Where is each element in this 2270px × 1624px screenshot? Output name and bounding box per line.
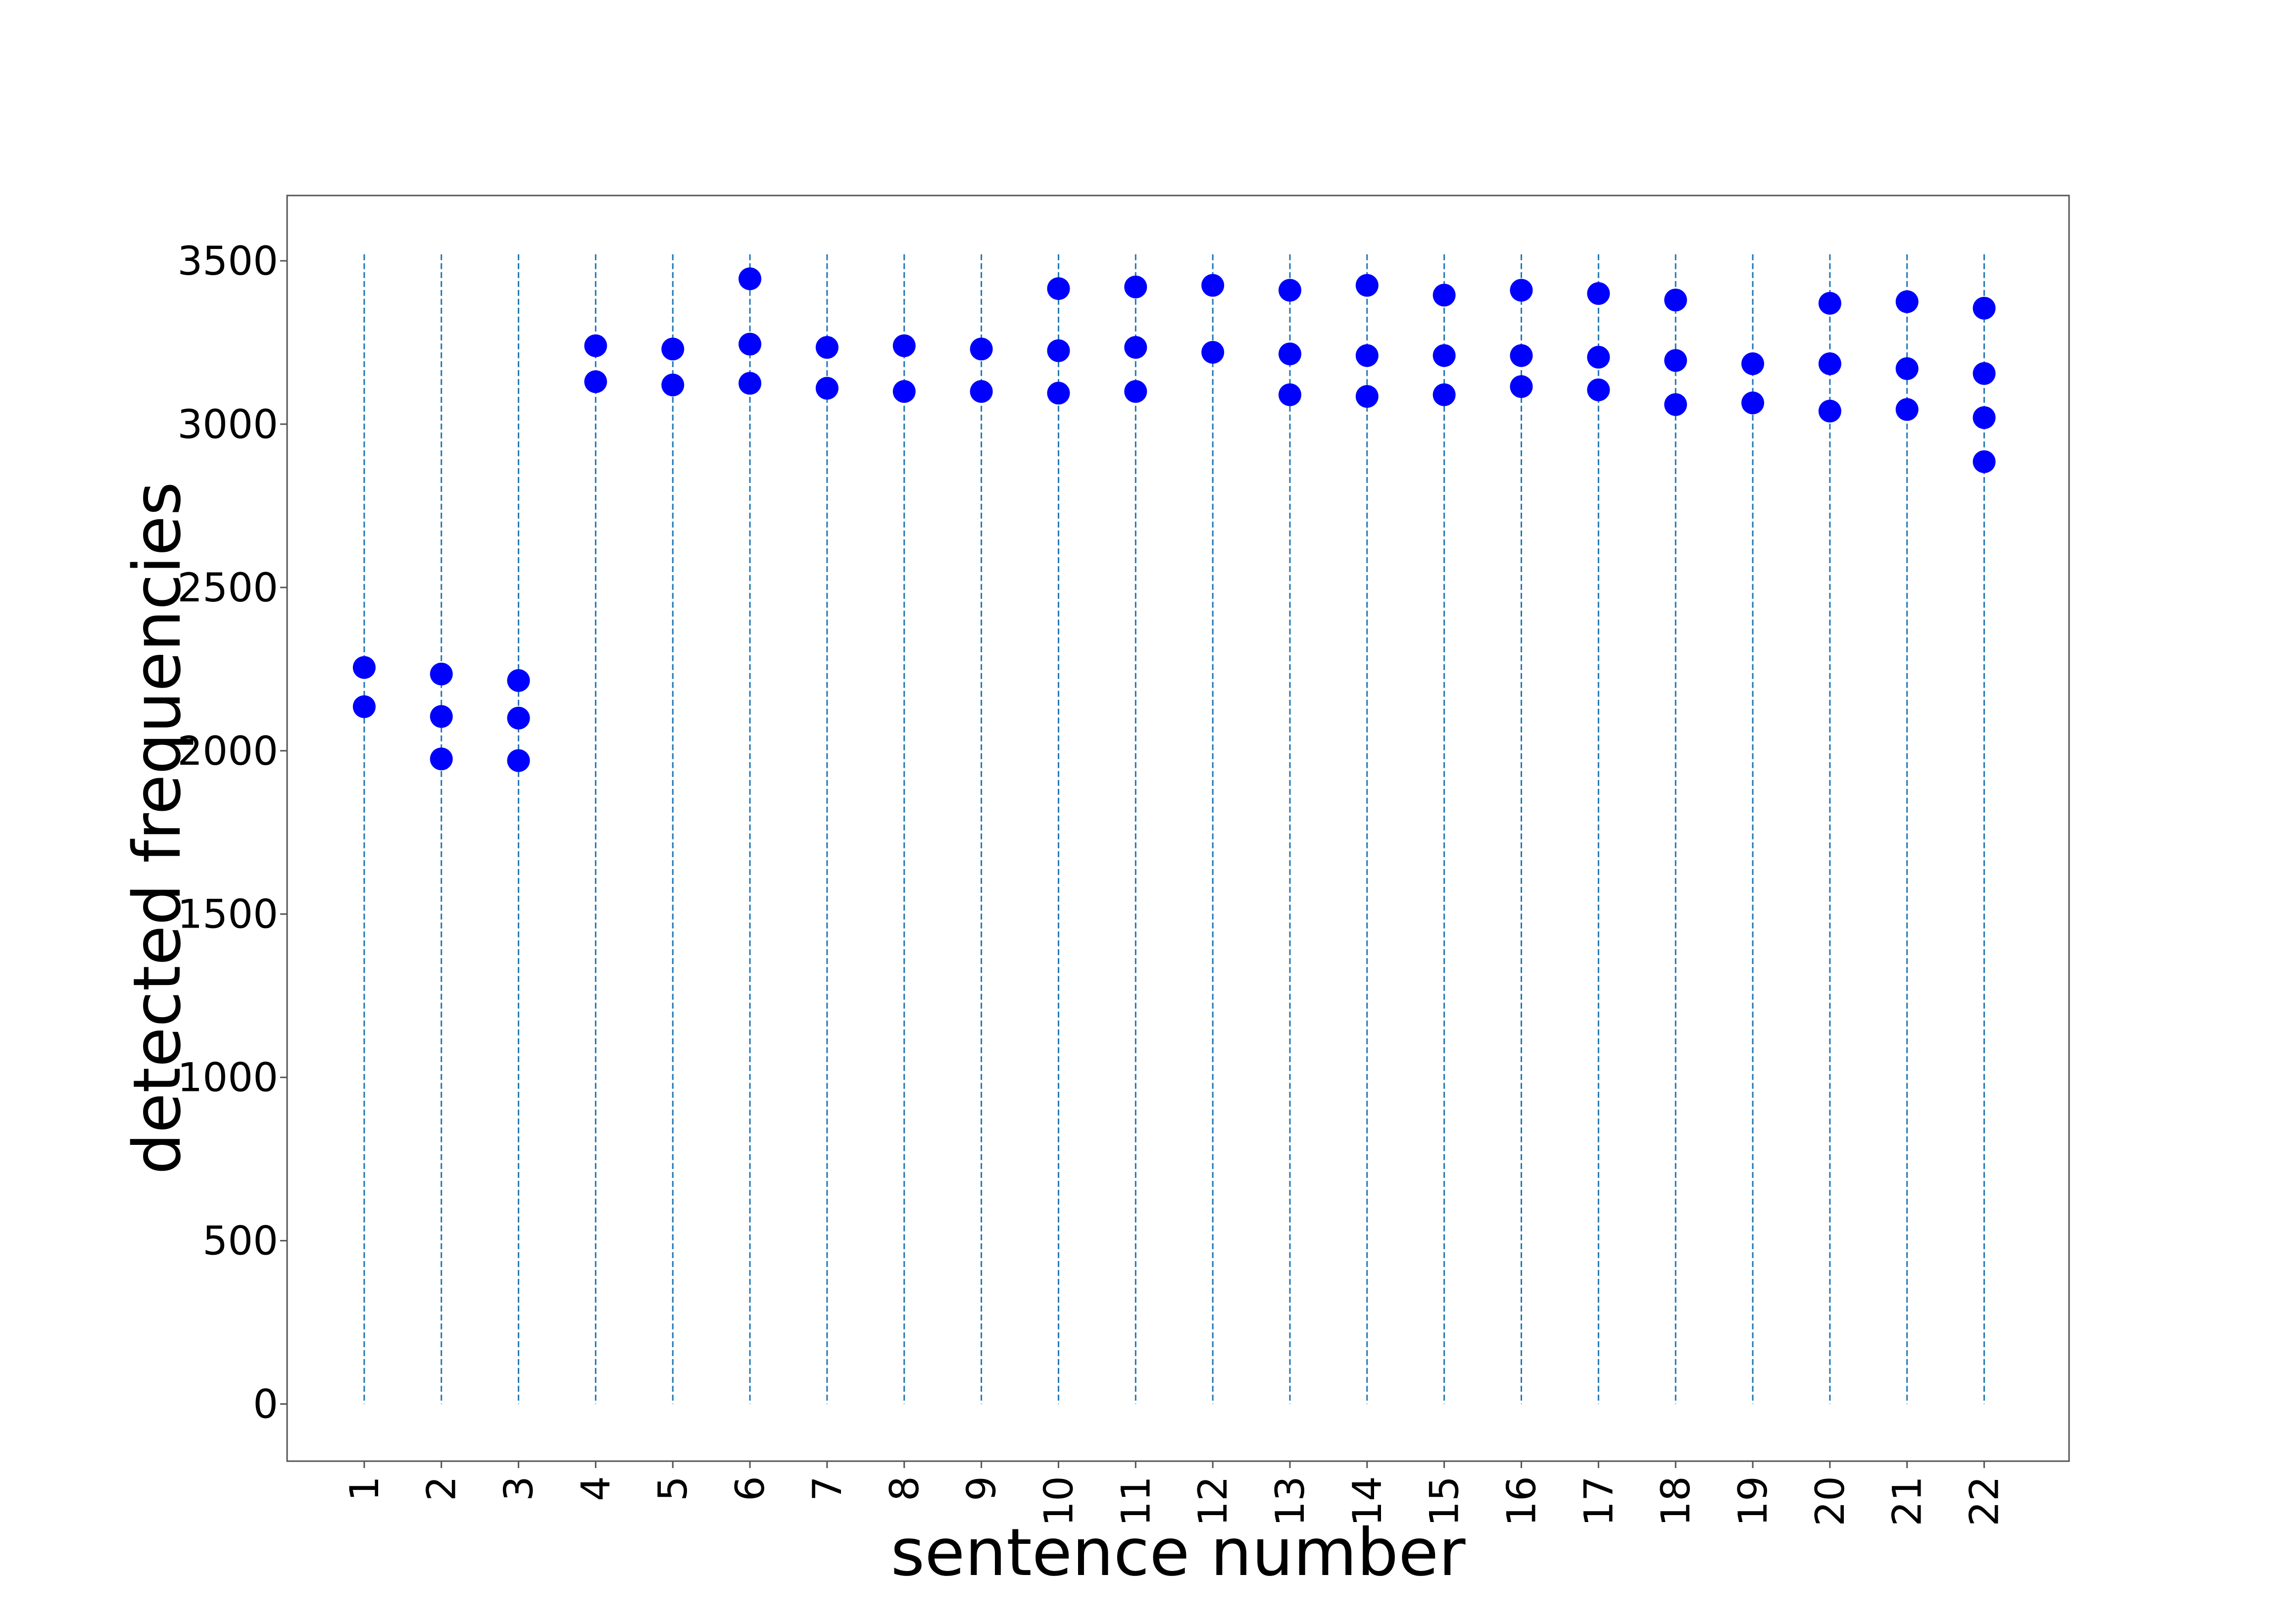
y-tick-label: 1500 [177, 891, 278, 937]
y-tick-label: 2500 [177, 565, 278, 611]
data-point [584, 370, 607, 394]
data-point [1818, 292, 1841, 315]
data-point [584, 334, 607, 357]
data-point [1664, 289, 1687, 312]
data-point [1355, 344, 1379, 367]
data-point [661, 373, 685, 396]
data-point [892, 334, 916, 357]
data-point [1973, 406, 1996, 429]
x-tick-label: 4 [573, 1476, 619, 1501]
grid-lines [363, 254, 1985, 1404]
data-point [1355, 274, 1379, 297]
data-point [507, 669, 530, 692]
x-tick-label: 6 [727, 1476, 773, 1501]
data-point [1664, 349, 1687, 372]
data-points [352, 267, 1996, 772]
data-point [430, 747, 453, 771]
x-tick-label: 22 [1962, 1476, 2008, 1526]
x-tick-label: 10 [1036, 1476, 1082, 1526]
x-tick-label: 13 [1267, 1476, 1313, 1526]
x-tick-label: 3 [496, 1476, 542, 1501]
data-point [892, 380, 916, 403]
x-tick-label: 8 [882, 1476, 928, 1501]
data-point [1818, 352, 1841, 375]
data-point [1124, 275, 1147, 298]
data-point [1510, 344, 1533, 367]
x-tick-label: 9 [959, 1476, 1005, 1501]
data-point [1047, 382, 1070, 405]
y-tick-label: 1000 [177, 1055, 278, 1101]
data-point [1973, 450, 1996, 473]
data-point [661, 338, 685, 361]
x-axis-label: sentence number [890, 1515, 1466, 1591]
data-point [1741, 392, 1765, 415]
x-tick-label: 16 [1499, 1476, 1545, 1526]
data-point [815, 377, 839, 400]
data-point [1278, 383, 1301, 406]
data-point [1587, 378, 1610, 401]
data-point [1973, 362, 1996, 385]
data-point [970, 380, 993, 403]
x-tick-label: 20 [1807, 1476, 1853, 1526]
data-point [739, 333, 762, 356]
data-point [970, 338, 993, 361]
y-tick-label: 2000 [177, 728, 278, 774]
data-point [507, 706, 530, 730]
data-point [1895, 290, 1919, 313]
data-point [507, 749, 530, 772]
x-tick-label: 11 [1113, 1476, 1159, 1526]
data-point [1818, 399, 1841, 423]
x-tick-label: 12 [1190, 1476, 1236, 1526]
data-point [1355, 385, 1379, 408]
data-point [739, 267, 762, 291]
data-point [1432, 284, 1456, 307]
data-point [1587, 345, 1610, 369]
data-point [1510, 279, 1533, 302]
x-tick-label: 18 [1653, 1476, 1699, 1526]
data-point [1895, 357, 1919, 380]
x-tick-label: 19 [1730, 1476, 1776, 1526]
data-point [1278, 279, 1301, 302]
data-point [1510, 375, 1533, 398]
y-axis-ticks: 0 500 1000 1500 2000 2500 3000 3500 [177, 238, 287, 1427]
data-point [352, 656, 376, 679]
data-point [1124, 336, 1147, 359]
data-point [430, 662, 453, 686]
data-point [430, 705, 453, 728]
data-point [1047, 277, 1070, 300]
y-tick-label: 3500 [177, 238, 278, 284]
data-point [815, 336, 839, 359]
y-tick-label: 500 [202, 1218, 278, 1264]
data-point [739, 372, 762, 395]
data-point [1432, 383, 1456, 406]
x-tick-label: 17 [1576, 1476, 1622, 1526]
y-axis-label: detected frequencies [119, 482, 196, 1175]
data-point [1201, 274, 1225, 297]
data-point [1973, 296, 1996, 320]
plot-frame [286, 195, 2070, 1462]
data-point [352, 695, 376, 718]
x-tick-label: 2 [419, 1476, 465, 1501]
y-tick-label: 3000 [177, 401, 278, 447]
x-tick-label: 5 [650, 1476, 696, 1501]
data-point [1047, 339, 1070, 362]
x-tick-label: 14 [1344, 1476, 1390, 1526]
x-tick-label: 15 [1422, 1476, 1468, 1526]
data-point [1432, 344, 1456, 367]
data-point [1124, 380, 1147, 403]
data-point [1741, 352, 1765, 375]
data-point [1664, 393, 1687, 416]
x-axis-ticks: 1 2 3 4 5 6 7 8 9 10 11 12 13 14 15 16 17 18 19 20 21 22 [342, 1461, 2008, 1526]
data-point [1201, 341, 1225, 364]
y-tick-label: 0 [253, 1381, 278, 1427]
data-point [1895, 398, 1919, 421]
x-tick-label: 21 [1884, 1476, 1930, 1526]
x-tick-label: 1 [342, 1476, 388, 1501]
data-point [1278, 343, 1301, 366]
x-tick-label: 7 [804, 1476, 850, 1501]
data-point [1587, 282, 1610, 305]
